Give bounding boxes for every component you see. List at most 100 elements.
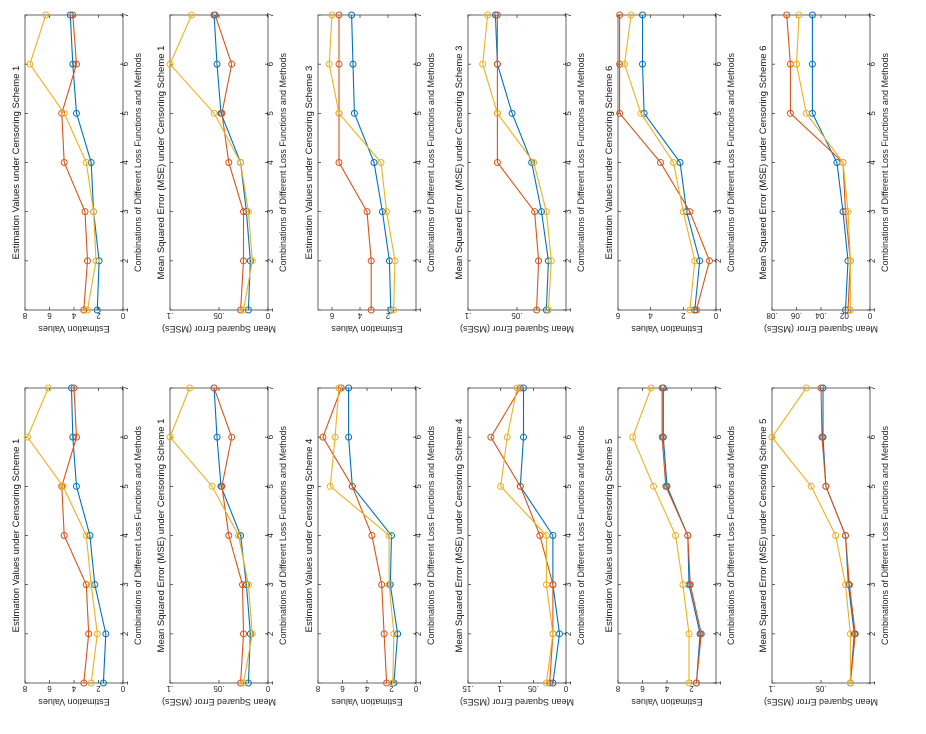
data-point — [555, 630, 563, 638]
data-point — [383, 208, 391, 216]
x-tick-label: 2 — [414, 258, 423, 263]
y-tick-label: .1 — [497, 684, 504, 693]
y-tick-label: 8 — [22, 311, 27, 320]
x-tick-label: 6 — [564, 434, 573, 439]
x-tick-label: 6 — [121, 61, 130, 66]
chart-est6: 1 2 3 4 5 6 7 0 2 4 6 Estimation Values under Censo… — [604, 11, 736, 334]
data-point — [533, 306, 541, 314]
data-point — [90, 208, 98, 216]
data-point — [345, 384, 353, 392]
data-point — [658, 384, 666, 392]
data-point — [335, 11, 343, 19]
data-point — [845, 581, 853, 589]
x-tick-label: 1 — [714, 680, 723, 685]
x-tick-label: 4 — [414, 533, 423, 538]
data-point — [72, 60, 80, 68]
data-point — [851, 630, 859, 638]
y-axis-label: Mean Squared Error (MSEs) — [162, 324, 276, 334]
y-axis-label: Mean Squared Error (MSEs) — [460, 697, 574, 707]
data-point — [685, 679, 693, 687]
series-line-1 — [70, 387, 107, 684]
x-tick-label: 1 — [121, 307, 130, 312]
data-point — [335, 60, 343, 68]
data-point — [549, 581, 557, 589]
data-point — [621, 60, 629, 68]
x-tick-label: 1 — [564, 307, 573, 312]
y-tick-label: 0 — [867, 311, 872, 320]
plot-frame — [317, 387, 417, 684]
data-point — [349, 60, 357, 68]
x-tick-label: 7 — [564, 385, 573, 390]
data-point — [350, 109, 358, 117]
data-point — [844, 208, 852, 216]
data-point — [686, 581, 694, 589]
series-line-2 — [619, 15, 711, 311]
data-point — [237, 532, 245, 539]
x-tick-label: 1 — [868, 680, 877, 685]
x-tick-label: 2 — [121, 258, 130, 263]
y-tick-label: 0 — [265, 684, 270, 693]
chart-mse4: 1 2 3 4 5 6 7 0 .05 .1 .15 Mean Squared Error (MSE)… — [454, 384, 586, 707]
data-point — [60, 109, 68, 117]
data-point — [516, 384, 524, 392]
x-axis-label: Combinations of Different Loss Functions… — [576, 426, 586, 645]
x-tick-label: 4 — [714, 160, 723, 165]
x-tick-label: 6 — [714, 61, 723, 66]
x-tick-label: 2 — [266, 631, 275, 636]
series-line-2 — [338, 15, 372, 310]
x-axis-label: Combinations of Different Loss Functions… — [880, 53, 890, 272]
data-point — [639, 11, 646, 19]
x-axis-label: Combinations of Different Loss Functions… — [426, 426, 436, 645]
y-tick-label: .1 — [768, 684, 775, 693]
x-tick-label: 6 — [564, 61, 573, 66]
data-point — [389, 679, 397, 687]
data-point — [679, 208, 687, 216]
chart-title: Estimation Values under Censoring Scheme… — [304, 439, 315, 633]
data-point — [240, 208, 247, 216]
y-tick-label: 4 — [357, 311, 362, 320]
x-tick-label: 3 — [266, 209, 275, 214]
chart-title: Mean Squared Error (MSE) under Censoring… — [454, 419, 465, 653]
x-tick-label: 6 — [266, 61, 275, 66]
y-tick-label: 6 — [615, 311, 620, 320]
data-point — [491, 11, 499, 19]
data-point — [839, 208, 847, 216]
series-line-2 — [213, 387, 245, 684]
series-line-1 — [213, 387, 251, 684]
series-line-2 — [496, 15, 540, 311]
data-point — [82, 581, 90, 589]
y-tick-label: 8 — [315, 684, 320, 693]
x-tick-label: 6 — [121, 434, 130, 439]
y-axis-label: Estimation Values — [631, 324, 703, 334]
data-point — [93, 306, 101, 314]
y-axis-label: Estimation Values — [331, 697, 403, 707]
x-tick-label: 3 — [266, 582, 275, 587]
series-line-2 — [322, 387, 388, 684]
x-tick-label: 5 — [266, 484, 275, 489]
data-point — [616, 11, 624, 19]
data-point — [692, 679, 700, 687]
data-point — [335, 109, 343, 117]
x-tick-label: 4 — [564, 160, 573, 165]
y-axis-label: Mean Squared Error (MSEs) — [764, 697, 878, 707]
y-tick-label: 6 — [47, 684, 52, 693]
x-tick-label: 3 — [564, 209, 573, 214]
y-tick-label: 6 — [329, 311, 334, 320]
data-point — [842, 532, 849, 539]
data-point — [213, 60, 221, 68]
data-point — [244, 208, 252, 216]
data-point — [326, 482, 334, 490]
data-point — [370, 159, 378, 166]
data-point — [686, 208, 694, 216]
y-tick-label: .02 — [839, 311, 851, 320]
data-point — [786, 109, 794, 117]
data-point — [391, 257, 399, 265]
x-tick-label: 7 — [414, 385, 423, 390]
y-axis-label: Estimation Values — [38, 697, 110, 707]
y-tick-label: 8 — [22, 684, 27, 693]
y-tick-label: .06 — [790, 311, 802, 320]
data-point — [549, 630, 557, 638]
x-axis-label: Combinations of Different Loss Functions… — [726, 426, 736, 645]
x-tick-label: 7 — [266, 12, 275, 17]
